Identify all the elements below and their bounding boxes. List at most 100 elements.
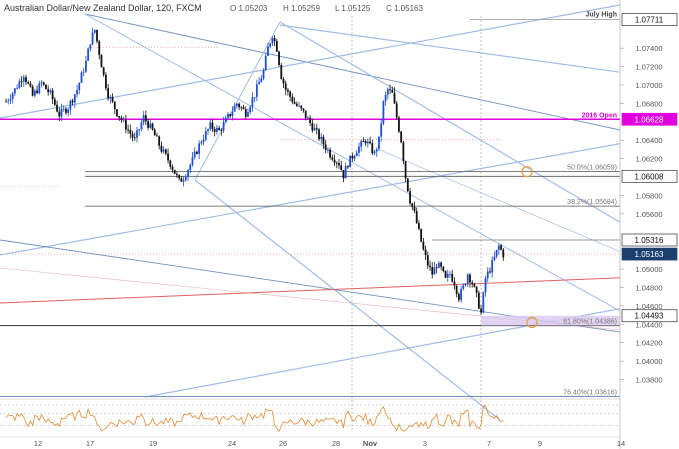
- candle-body: [411, 203, 414, 207]
- candle-body: [180, 178, 183, 182]
- candle-body: [251, 97, 254, 107]
- price-tick-label: 1.05600: [635, 210, 662, 219]
- candle-body: [313, 128, 316, 131]
- level-label: July High: [585, 12, 617, 19]
- candle-body: [275, 41, 278, 52]
- candle-body: [29, 83, 32, 87]
- candle-body: [282, 79, 285, 84]
- candle-body: [486, 271, 489, 279]
- time-tick-label: 26: [279, 439, 287, 448]
- candle-body: [196, 151, 198, 154]
- candle-body: [302, 108, 305, 111]
- candle-body: [140, 122, 143, 130]
- candle-body: [60, 108, 63, 117]
- candle-body: [80, 72, 83, 83]
- candle-body: [71, 100, 74, 103]
- candle-body: [346, 166, 349, 168]
- candle-body: [466, 274, 469, 284]
- trendline: [279, 21, 641, 235]
- trendline: [379, 149, 641, 261]
- candle-body: [271, 38, 274, 44]
- candle-body: [107, 88, 110, 99]
- candle-body: [91, 32, 94, 45]
- candle-body: [109, 96, 112, 99]
- price-tick-label: 1.06800: [635, 99, 662, 108]
- price-tick-label: 1.06200: [635, 155, 662, 164]
- candle-body: [120, 117, 123, 121]
- candle-body: [289, 91, 292, 97]
- candle-body: [307, 117, 309, 119]
- level-label: 2016 Open: [582, 112, 617, 119]
- candle-body: [342, 170, 345, 179]
- candle-body: [262, 70, 265, 79]
- candle-body: [238, 103, 240, 108]
- candle-body: [455, 285, 458, 294]
- candle-body: [184, 176, 187, 181]
- candle-body: [264, 55, 267, 71]
- candle-body: [65, 108, 67, 113]
- candle-body: [444, 271, 447, 278]
- candle-body: [69, 100, 72, 110]
- price-level-box: [621, 13, 678, 26]
- trendline: [194, 179, 501, 421]
- candle-body: [320, 136, 323, 140]
- candle-body: [93, 29, 96, 33]
- candle-body: [500, 245, 502, 250]
- candle-body: [267, 46, 269, 56]
- candle-body: [247, 112, 249, 117]
- candle-body: [22, 77, 25, 82]
- candle-body: [111, 96, 114, 102]
- candle-body: [7, 100, 10, 102]
- candle-body: [324, 144, 327, 150]
- trendline: [0, 139, 641, 256]
- candle-body: [404, 161, 407, 179]
- candle-body: [369, 141, 371, 144]
- time-tick-label: 28: [332, 439, 340, 448]
- candle-body: [340, 165, 343, 171]
- candle-body: [424, 249, 427, 256]
- candle-body: [355, 152, 358, 157]
- ohlc-high: H 1.05259: [283, 4, 320, 13]
- ohlc-low: L 1.05125: [335, 4, 371, 13]
- time-tick-label: 3: [423, 439, 427, 448]
- level-label: 50.0%(1.06059): [567, 165, 617, 172]
- candle-body: [9, 99, 12, 101]
- candle-body: [353, 156, 356, 159]
- candle-body: [178, 175, 181, 179]
- candle-body: [460, 288, 462, 300]
- candle-body: [89, 44, 92, 49]
- price-axis: 1.07711 1.07400 1.07200 1.07000 1.06800 1.066…: [619, 0, 679, 449]
- candle-body: [45, 84, 47, 90]
- candle-body: [391, 89, 394, 93]
- candle-body: [51, 90, 54, 100]
- candle-body: [38, 83, 41, 94]
- candle-body: [327, 149, 329, 151]
- candle-body: [18, 81, 21, 88]
- candle-body: [471, 282, 474, 285]
- candle-body: [415, 211, 418, 224]
- time-tick-label: 12: [34, 439, 42, 448]
- candle-body: [371, 143, 374, 154]
- price-level-box: [621, 309, 678, 323]
- price-level-box-label: 1.05163: [635, 250, 664, 259]
- candle-body: [207, 129, 209, 131]
- trendline: [84, 13, 641, 323]
- price-level-box: [621, 169, 678, 183]
- candle-body: [100, 55, 103, 68]
- candle-body: [189, 164, 192, 171]
- candle-body: [182, 180, 185, 182]
- candle-body: [280, 64, 283, 80]
- candle-body: [42, 82, 45, 85]
- candle-body: [358, 146, 360, 153]
- candle-body: [497, 245, 500, 250]
- time-tick-label: Nov: [363, 439, 378, 448]
- candle-body: [233, 105, 236, 112]
- level-label: 76.40%(1.03616): [563, 389, 617, 396]
- fib-target-circle: [521, 165, 533, 178]
- candle-body: [429, 265, 431, 267]
- candle-body: [147, 121, 149, 128]
- candle-body: [102, 67, 105, 75]
- candle-body: [27, 82, 30, 84]
- rsi-line: [5, 405, 504, 432]
- price-level-box-label: 1.07711: [635, 16, 664, 25]
